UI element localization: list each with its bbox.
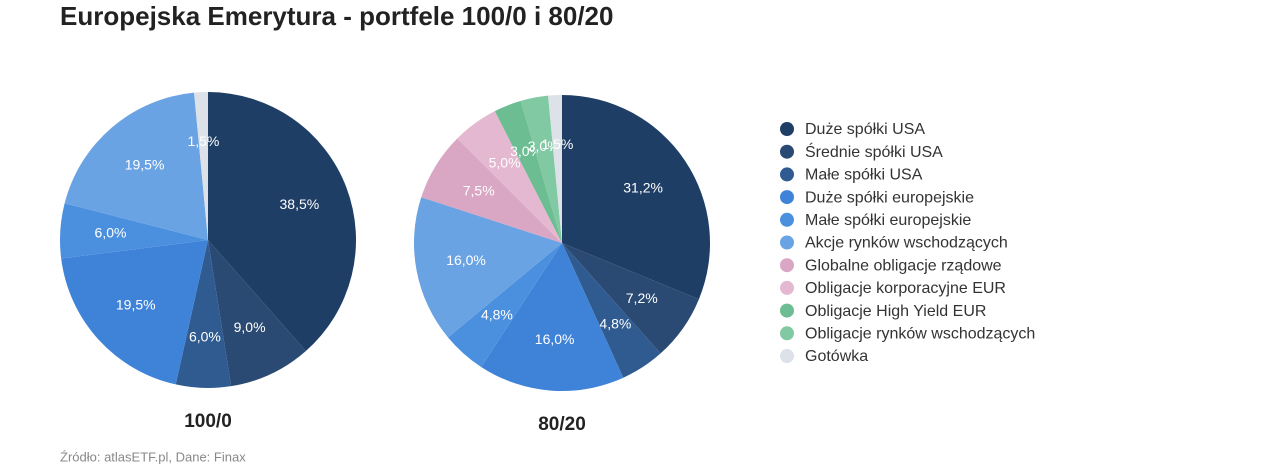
legend-marker xyxy=(780,349,794,363)
legend-marker xyxy=(780,144,794,159)
legend-marker xyxy=(780,122,794,136)
legend-label: Obligacje High Yield EUR xyxy=(805,303,986,320)
legend-label: Małe spółki USA xyxy=(805,167,923,184)
slice-label: 5,0% xyxy=(489,155,521,171)
pie-slice xyxy=(60,203,209,259)
legend-label: Obligacje rynków wschodzących xyxy=(805,326,1035,343)
pie-slice xyxy=(520,95,562,243)
slice-label: 6,0% xyxy=(189,328,221,344)
pie-slice xyxy=(548,95,562,243)
slice-label: 1,5% xyxy=(541,136,573,152)
pie-slice xyxy=(414,197,562,338)
pie-slice xyxy=(208,240,306,387)
slice-label: 19,5% xyxy=(116,296,156,312)
slice-label: 16,0% xyxy=(446,252,486,268)
pie-slice xyxy=(562,95,711,300)
source: Źródło: atlasETF.pl, Dane: Finax xyxy=(60,449,246,464)
legend-label: Obligacje korporacyjne EUR xyxy=(805,280,1006,297)
slice-label: 4,8% xyxy=(599,316,631,332)
slice-label: 9,0% xyxy=(234,319,266,335)
legend-marker xyxy=(780,280,794,295)
slice-label: 7,5% xyxy=(463,183,495,199)
legend-marker xyxy=(780,258,794,273)
legend-label: Małe spółki europejskie xyxy=(805,212,971,229)
legend-label: Akcje rynków wschodzących xyxy=(805,235,1008,252)
pie-slice xyxy=(421,138,562,243)
legend-marker xyxy=(780,235,794,250)
pie-slice xyxy=(64,92,208,240)
pie-slice xyxy=(61,240,208,385)
legend-label: Duże spółki USA xyxy=(805,121,925,138)
legend-label: Średnie spółki USA xyxy=(805,142,943,161)
legend-label: Gotówka xyxy=(805,348,868,365)
slice-label: 19,5% xyxy=(125,156,165,172)
slice-label: 16,0% xyxy=(535,331,575,347)
pie-title: 100/0 xyxy=(184,411,232,432)
chart-title: Europejska Emerytura - portfele 100/0 i … xyxy=(60,1,613,31)
slice-label: 31,2% xyxy=(623,179,663,195)
pie-slice xyxy=(481,243,624,391)
pie-slice xyxy=(194,92,208,240)
slice-label: 3,0% xyxy=(510,143,542,159)
slice-label: 7,2% xyxy=(626,290,658,306)
pie-slice xyxy=(447,243,562,367)
legend-label: Duże spółki europejskie xyxy=(805,189,974,206)
legend-marker xyxy=(780,212,794,227)
pie-slice xyxy=(562,243,661,378)
pie-slice xyxy=(175,240,232,388)
slice-label: 1,5% xyxy=(187,133,219,149)
pie-slice xyxy=(494,100,562,244)
legend-label: Globalne obligacje rządowe xyxy=(805,257,1002,274)
slice-label: 6,0% xyxy=(95,225,127,241)
legend-marker xyxy=(780,190,794,205)
pie-slice xyxy=(208,92,356,352)
pie-slice xyxy=(457,111,562,243)
slice-label: 4,8% xyxy=(481,307,513,323)
slice-label: 3,0% xyxy=(528,138,560,154)
legend-marker xyxy=(780,167,794,182)
slice-label: 38,5% xyxy=(280,196,320,212)
pie-slice xyxy=(562,243,699,354)
pie-title: 80/20 xyxy=(538,414,586,435)
legend-marker xyxy=(780,326,794,341)
legend-marker xyxy=(780,303,794,318)
